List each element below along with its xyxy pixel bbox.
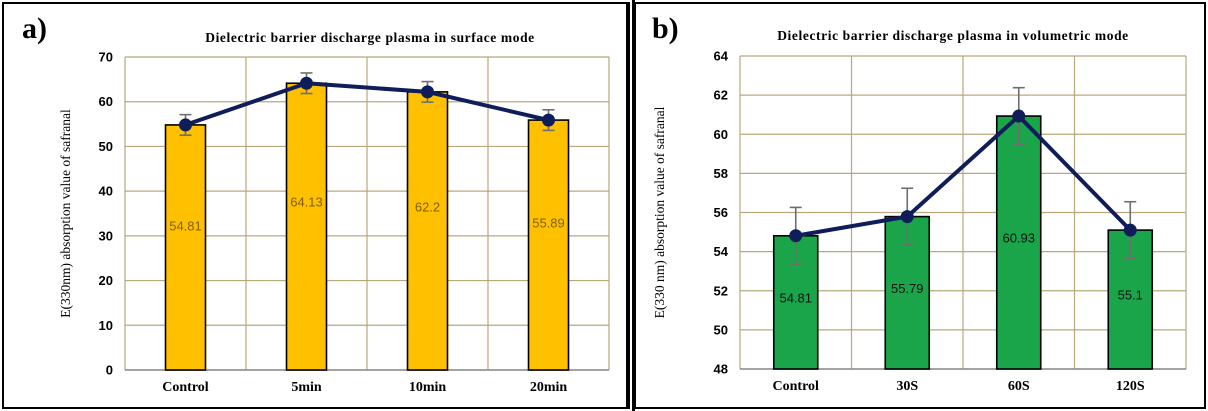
data-label: 55.1 — [1118, 288, 1143, 303]
y-tick-label: 50 — [714, 322, 728, 337]
series-line — [795, 114, 1132, 238]
x-tick-label: Control — [162, 380, 209, 395]
chart-panel-a: a) Dielectric barrier discharge plasma i… — [2, 2, 630, 409]
bar — [995, 115, 1042, 370]
x-tick-label: 30S — [896, 379, 918, 394]
panel-b-letter: b) — [652, 12, 679, 45]
x-tick-label: 120S — [1116, 379, 1145, 394]
y-tick-label: 0 — [106, 363, 113, 378]
data-point — [300, 76, 313, 90]
y-tick-label: 62 — [714, 88, 728, 103]
x-tick-label: 10min — [409, 380, 447, 395]
data-point — [789, 229, 803, 243]
chart-panel-b: b) Dielectric barrier discharge plasma i… — [632, 0, 1208, 411]
y-tick-label: 48 — [714, 362, 728, 377]
x-tick-label: 5min — [291, 380, 322, 395]
data-point — [1123, 223, 1137, 237]
panel-a-frame — [2, 2, 630, 409]
panel-divider — [632, 0, 635, 411]
y-axis-label: E(330 nm) absorption value of safranal — [652, 106, 667, 318]
chart-b-svg: Dielectric barrier discharge plasma in v… — [652, 28, 1187, 394]
chart-title: Dielectric barrier discharge plasma in v… — [777, 28, 1129, 43]
data-point — [900, 210, 914, 224]
data-point — [179, 118, 192, 132]
y-tick-label: 10 — [99, 318, 113, 333]
chart-a-svg: Dielectric barrier discharge plasma in s… — [58, 30, 610, 395]
panel-b-frame — [634, 2, 1206, 409]
data-point — [421, 85, 434, 99]
data-label: 54.81 — [779, 290, 812, 305]
panel-a-letter: a) — [22, 12, 47, 45]
bar — [164, 124, 207, 371]
chart-title: Dielectric barrier discharge plasma in s… — [205, 30, 535, 45]
bar — [527, 119, 570, 371]
y-tick-label: 60 — [714, 127, 728, 142]
data-label: 55.79 — [891, 281, 924, 296]
bar — [285, 82, 328, 371]
y-tick-label: 30 — [99, 228, 113, 243]
y-tick-label: 58 — [714, 166, 728, 181]
data-label: 55.89 — [532, 216, 565, 231]
y-tick-label: 50 — [99, 139, 113, 154]
y-tick-label: 40 — [99, 184, 113, 199]
y-tick-label: 56 — [714, 205, 728, 220]
y-tick-label: 54 — [714, 244, 729, 259]
y-tick-label: 60 — [99, 94, 113, 109]
data-point — [1012, 109, 1026, 123]
data-label: 60.93 — [1002, 231, 1035, 246]
data-point — [542, 113, 555, 127]
y-axis-label: E(330nm) absorption value of safranal — [58, 109, 73, 318]
x-tick-label: 20min — [530, 380, 568, 395]
series-line — [184, 81, 549, 127]
y-tick-label: 20 — [99, 273, 113, 288]
x-tick-label: Control — [773, 379, 820, 394]
data-label: 64.13 — [290, 195, 323, 210]
y-tick-label: 70 — [99, 50, 113, 65]
y-tick-label: 52 — [714, 283, 728, 298]
x-tick-label: 60S — [1008, 379, 1030, 394]
data-label: 62.2 — [415, 199, 440, 214]
y-tick-label: 64 — [714, 49, 729, 64]
bar — [406, 91, 449, 371]
data-label: 54.81 — [169, 218, 202, 233]
